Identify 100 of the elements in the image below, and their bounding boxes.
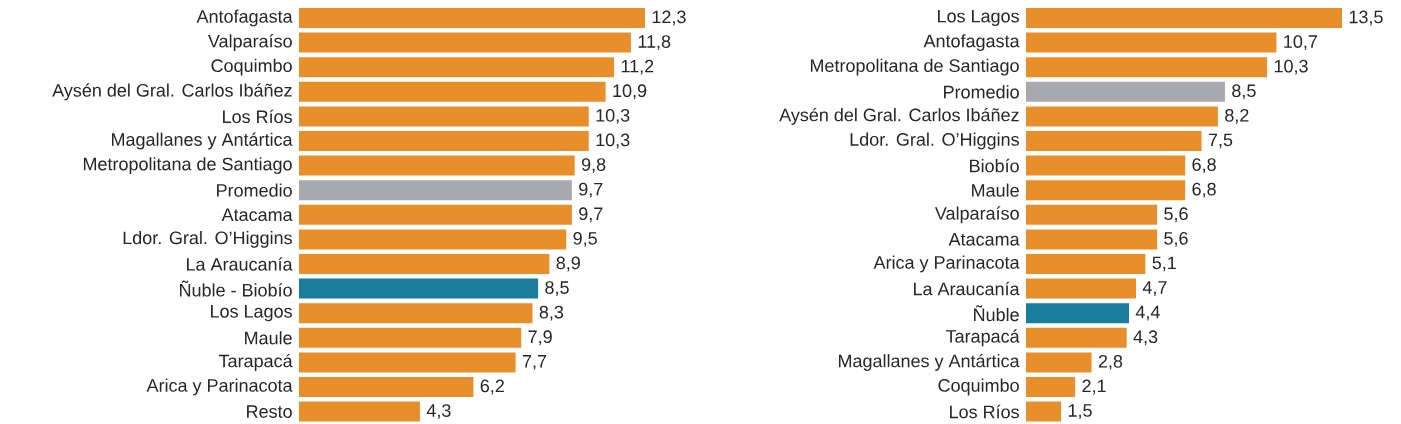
y-tick-label: Valparaíso <box>207 33 292 51</box>
data-label: 2,1 <box>1082 379 1106 395</box>
bar <box>299 106 589 127</box>
bar <box>1026 81 1225 102</box>
data-label: 5,1 <box>1152 256 1176 272</box>
bar <box>299 7 646 28</box>
data-label: 4,3 <box>1133 330 1158 346</box>
bar <box>299 204 572 225</box>
y-tick-label: Promedio <box>944 85 1019 99</box>
data-label: 2,8 <box>1098 354 1123 370</box>
data-label: 4,4 <box>1135 305 1160 321</box>
y-tick-label: Metropolitana de Santiago <box>810 58 1019 76</box>
y-tick-label: Metropolitana de Santiago <box>83 157 292 174</box>
y-tick-label: Atacama <box>221 208 293 221</box>
y-tick-label: Arica y Parinacota <box>146 378 293 396</box>
bar <box>1026 130 1202 151</box>
bar <box>1026 180 1186 201</box>
data-label: 10,3 <box>1274 59 1308 75</box>
bar <box>1026 278 1137 299</box>
bar <box>299 229 567 250</box>
data-label: 10,3 <box>596 133 630 149</box>
y-tick-label: Ldor. Gral. O’Higgins <box>123 230 292 248</box>
data-label: 6,8 <box>1192 182 1216 198</box>
data-label: 10,9 <box>613 84 647 100</box>
data-label: 7,9 <box>528 330 552 346</box>
bar <box>299 32 631 53</box>
bar <box>299 130 589 151</box>
data-label: 10,3 <box>596 108 630 124</box>
bar <box>1026 229 1158 250</box>
data-label: 8,9 <box>556 256 580 272</box>
data-label: 4,7 <box>1142 281 1167 296</box>
y-tick-label: Ñuble <box>974 305 1019 322</box>
bar <box>1026 32 1277 53</box>
y-tick-label: Atacama <box>948 232 1020 246</box>
y-tick-label: Promedio <box>217 183 292 197</box>
bar <box>299 81 606 102</box>
y-tick-label: Los Ríos <box>223 109 292 123</box>
y-tick-label: Antofagasta <box>923 34 1020 51</box>
y-tick-label: Coquimbo <box>938 378 1019 396</box>
y-tick-label: Ldor. Gral. O’Higgins <box>850 132 1019 150</box>
data-label: 8,3 <box>539 305 564 321</box>
data-label: 11,2 <box>621 59 654 75</box>
y-tick-label: Biobío <box>970 158 1019 173</box>
y-tick-label: Magallanes y Antártica <box>112 132 293 150</box>
bar <box>1026 401 1062 422</box>
data-label: 1,5 <box>1068 404 1092 419</box>
y-tick-label: Ñuble - Biobío <box>180 280 292 297</box>
y-tick-label: Resto <box>247 405 292 418</box>
y-tick-label: Aysén del Gral. Carlos Ibáñez <box>52 83 292 101</box>
data-label: 9,8 <box>581 158 606 173</box>
data-label: 10,7 <box>1284 35 1317 50</box>
bar <box>1026 7 1342 28</box>
y-tick-label: Coquimbo <box>211 58 292 76</box>
data-label: 7,5 <box>1208 133 1233 149</box>
bar <box>299 327 522 348</box>
data-label: 9,7 <box>579 207 603 223</box>
bar <box>299 253 550 274</box>
y-tick-label: Magallanes y Antártica <box>838 353 1020 371</box>
bar <box>1026 155 1186 176</box>
bar <box>299 376 474 397</box>
y-tick-label: Valparaíso <box>934 206 1019 224</box>
data-label: 8,2 <box>1225 108 1249 124</box>
bar <box>1026 303 1129 324</box>
bar <box>299 401 420 422</box>
y-tick-label: Aysén del Gral. Carlos Ibáñez <box>779 107 1019 125</box>
y-tick-label: Maule <box>972 183 1019 197</box>
y-tick-label: Arica y Parinacota <box>873 255 1020 273</box>
data-label: 13,5 <box>1349 10 1383 26</box>
data-label: 5,6 <box>1164 231 1188 247</box>
data-label: 4,3 <box>426 404 451 419</box>
y-tick-label: Los Lagos <box>938 9 1019 26</box>
y-tick-label: Los Ríos <box>950 404 1019 419</box>
bar <box>1026 57 1268 78</box>
bar <box>1026 106 1218 127</box>
y-tick-label: Tarapacá <box>218 353 293 371</box>
data-label: 6,8 <box>1192 158 1216 173</box>
data-label: 9,5 <box>573 231 597 247</box>
data-label: 12,3 <box>652 10 686 26</box>
data-label: 8,5 <box>545 281 569 296</box>
bar <box>1026 327 1127 348</box>
y-tick-label: La Araucanía <box>914 281 1020 296</box>
bar <box>299 180 572 201</box>
data-label: 11,8 <box>638 35 671 50</box>
y-tick-label: Maule <box>245 331 292 345</box>
bar <box>1026 253 1146 274</box>
data-label: 8,5 <box>1232 84 1256 100</box>
bar <box>299 155 575 176</box>
data-label: 9,7 <box>579 182 603 198</box>
bar <box>1026 352 1092 373</box>
y-tick-label: Tarapacá <box>945 329 1020 347</box>
bar <box>1026 204 1158 225</box>
bar <box>299 57 615 78</box>
bar <box>299 278 539 299</box>
bar <box>299 352 516 373</box>
y-tick-label: Los Lagos <box>211 304 292 322</box>
data-label: 5,6 <box>1164 207 1188 223</box>
data-label: 7,7 <box>522 354 547 370</box>
bar <box>1026 376 1076 397</box>
bar <box>299 303 533 324</box>
data-label: 6,2 <box>480 379 504 395</box>
